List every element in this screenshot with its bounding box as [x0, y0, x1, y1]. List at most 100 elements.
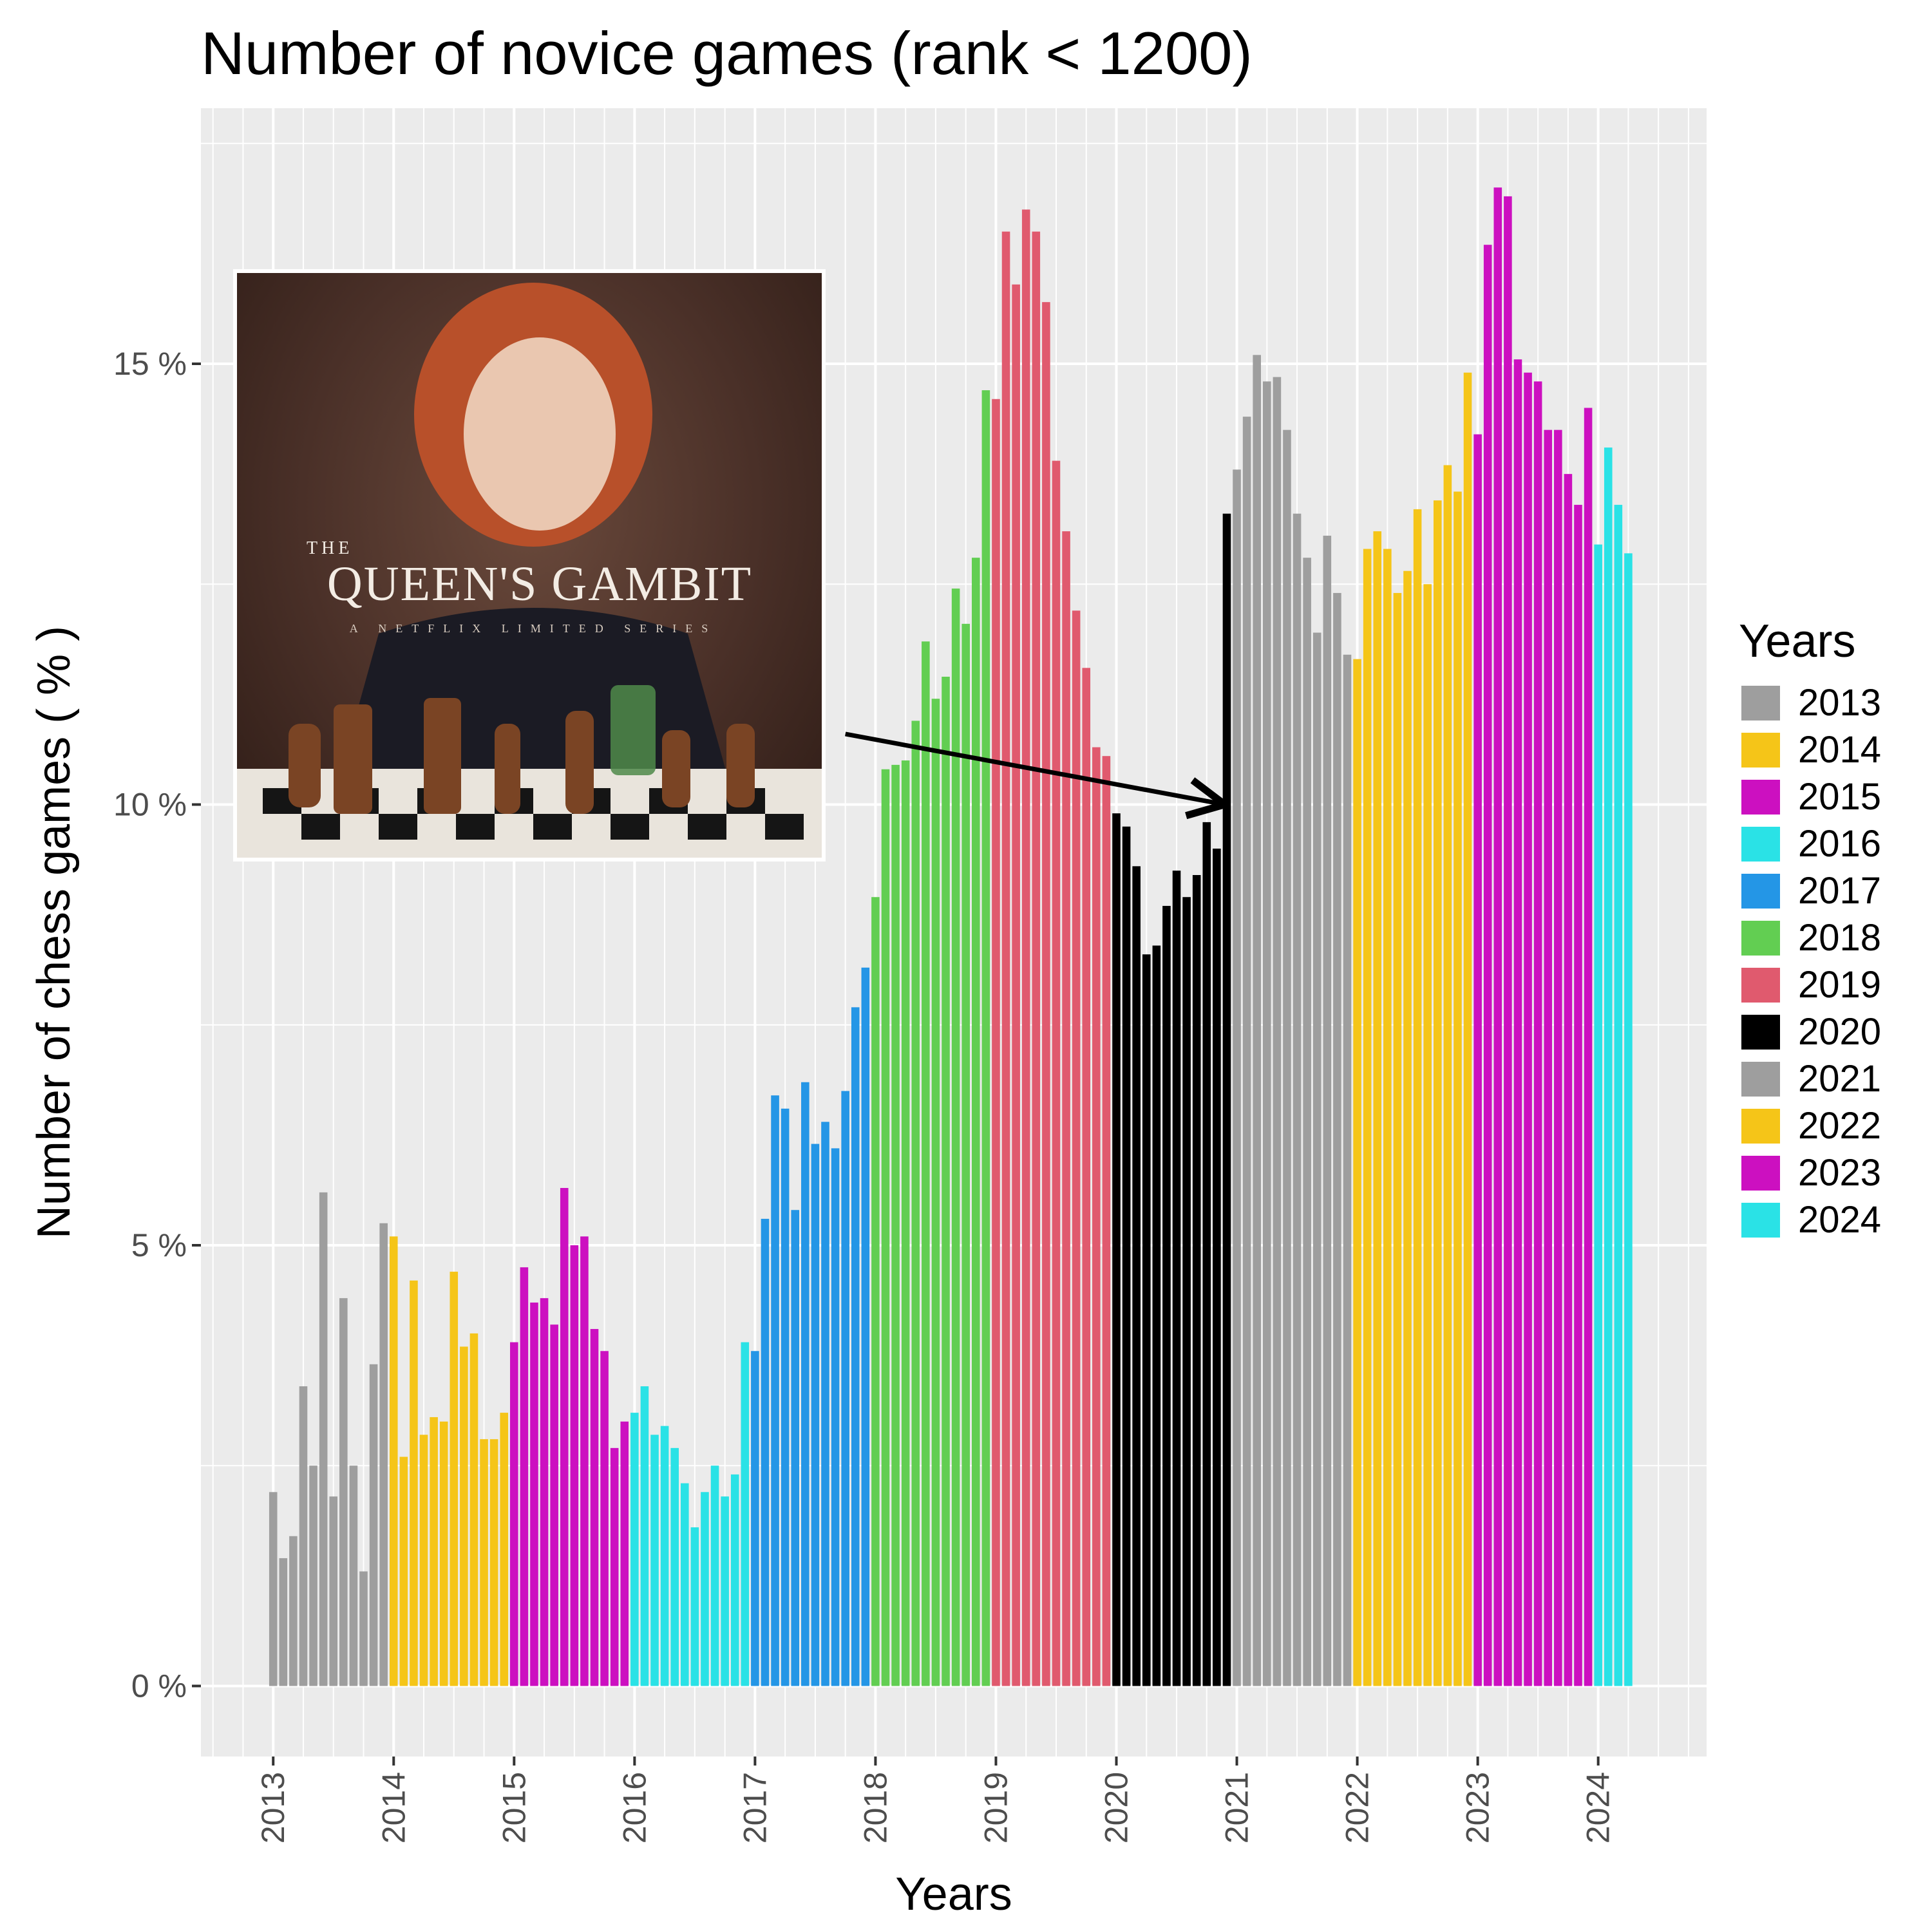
bar-2015-7: [570, 1245, 579, 1686]
legend-swatch: [1739, 965, 1783, 1005]
bar-2018-7: [931, 699, 940, 1686]
bar-2015-4: [540, 1298, 549, 1686]
bar-series: [269, 187, 1633, 1686]
legend-label: 2020: [1798, 1011, 1882, 1053]
bar-2016-3: [650, 1435, 659, 1686]
legend-swatch: [1739, 1200, 1783, 1240]
bar-2023-7: [1533, 381, 1542, 1686]
legend-label: 2021: [1798, 1058, 1882, 1100]
bar-2019-9: [1072, 610, 1081, 1686]
x-axis: 2013 2014 2015 2016 2017 2018 2019 2020 2021 2022…: [255, 1757, 1616, 1843]
bar-2022-5: [1393, 592, 1402, 1686]
bar-2019-7: [1052, 460, 1061, 1686]
bar-2021-3: [1253, 355, 1262, 1686]
legend-item-2015: 2015: [1739, 774, 1881, 820]
bar-2013-10: [359, 1571, 368, 1686]
legend-label: 2023: [1798, 1152, 1882, 1194]
bar-2022-10: [1443, 465, 1452, 1686]
bar-2021-7: [1293, 513, 1302, 1686]
x-tick-label: 2013: [255, 1772, 291, 1843]
bar-2024-4: [1624, 553, 1633, 1686]
bar-2016-4: [660, 1426, 669, 1686]
y-tick-label: 15 %: [113, 346, 187, 382]
queens-gambit-poster-image: THE QUEEN'S GAMBIT A NETFLIX LIMITED SER…: [233, 269, 826, 862]
bar-2015-3: [530, 1302, 538, 1686]
bar-2019-10: [1082, 668, 1091, 1686]
bar-2023-5: [1513, 359, 1522, 1686]
legend-swatch: [1739, 824, 1783, 864]
bar-2020-10: [1202, 822, 1211, 1686]
bar-2016-8: [701, 1492, 709, 1686]
bar-2024-1: [1594, 544, 1602, 1686]
legend-swatch: [1739, 1012, 1783, 1052]
bar-2020-1: [1112, 813, 1121, 1686]
bar-2017-6: [801, 1082, 810, 1686]
bar-2020-2: [1122, 826, 1131, 1686]
bar-2017-3: [771, 1095, 779, 1686]
bar-2014-1: [389, 1236, 398, 1686]
bar-2019-11: [1092, 747, 1101, 1686]
bar-2023-3: [1493, 187, 1502, 1686]
bar-2015-2: [520, 1267, 529, 1686]
bar-2020-7: [1172, 871, 1181, 1686]
legend-item-2019: 2019: [1739, 962, 1881, 1008]
bar-2017-9: [831, 1148, 840, 1686]
bar-2015-10: [600, 1351, 609, 1686]
bar-2023-11: [1574, 505, 1582, 1686]
bar-2019-5: [1032, 231, 1041, 1686]
bar-2021-8: [1303, 558, 1311, 1686]
bar-2017-2: [761, 1218, 770, 1686]
bar-2020-8: [1182, 897, 1191, 1686]
bar-2017-1: [751, 1351, 759, 1686]
bar-2019-12: [1102, 756, 1111, 1686]
bar-2022-1: [1353, 659, 1361, 1686]
bar-2017-10: [841, 1091, 849, 1686]
bar-2022-7: [1413, 509, 1422, 1686]
bar-2016-5: [670, 1447, 679, 1686]
bar-2015-5: [550, 1324, 558, 1686]
legend-item-2014: 2014: [1739, 727, 1881, 773]
bar-2013-7: [329, 1496, 338, 1686]
bar-2018-3: [891, 764, 900, 1686]
bar-2017-4: [781, 1108, 790, 1686]
legend-item-2017: 2017: [1739, 868, 1881, 914]
bar-2020-4: [1142, 954, 1151, 1686]
bar-2018-6: [922, 641, 930, 1686]
legend-label: 2016: [1798, 823, 1882, 865]
legend-swatch: [1739, 1106, 1783, 1146]
legend-label: 2014: [1798, 729, 1882, 771]
y-tick-label: 10 %: [113, 786, 187, 822]
bar-2019-2: [1001, 231, 1010, 1686]
bar-2013-2: [279, 1558, 288, 1686]
legend-label: 2017: [1798, 870, 1882, 912]
bar-2013-6: [319, 1192, 328, 1686]
bar-2019-3: [1012, 284, 1020, 1686]
bar-2014-3: [410, 1280, 418, 1686]
bar-2022-6: [1403, 570, 1412, 1686]
x-axis-title: Years: [895, 1869, 1012, 1920]
x-tick-label: 2023: [1460, 1772, 1496, 1843]
bar-2014-6: [439, 1421, 448, 1686]
poster-title-small: THE: [307, 538, 354, 558]
legend-title: Years: [1739, 616, 1856, 667]
bar-2023-9: [1554, 429, 1562, 1686]
legend-label: 2018: [1798, 917, 1882, 959]
bar-2023-8: [1544, 429, 1553, 1686]
bar-2023-1: [1473, 434, 1482, 1686]
x-tick-label: 2020: [1099, 1772, 1135, 1843]
bar-2014-5: [430, 1417, 438, 1686]
x-tick-label: 2017: [737, 1772, 773, 1843]
bar-2015-1: [510, 1342, 518, 1686]
bar-2013-1: [269, 1492, 278, 1686]
bar-2018-12: [981, 390, 990, 1686]
bar-2023-12: [1584, 408, 1593, 1686]
bar-2022-8: [1423, 584, 1432, 1686]
legend-item-2013: 2013: [1739, 680, 1881, 726]
bar-2014-8: [460, 1346, 468, 1686]
legend-item-2018: 2018: [1739, 915, 1881, 961]
bar-2013-3: [289, 1536, 298, 1686]
bar-2023-4: [1504, 196, 1512, 1686]
bar-2013-9: [349, 1465, 358, 1686]
bar-2020-12: [1222, 513, 1231, 1686]
bar-2017-7: [811, 1144, 820, 1686]
